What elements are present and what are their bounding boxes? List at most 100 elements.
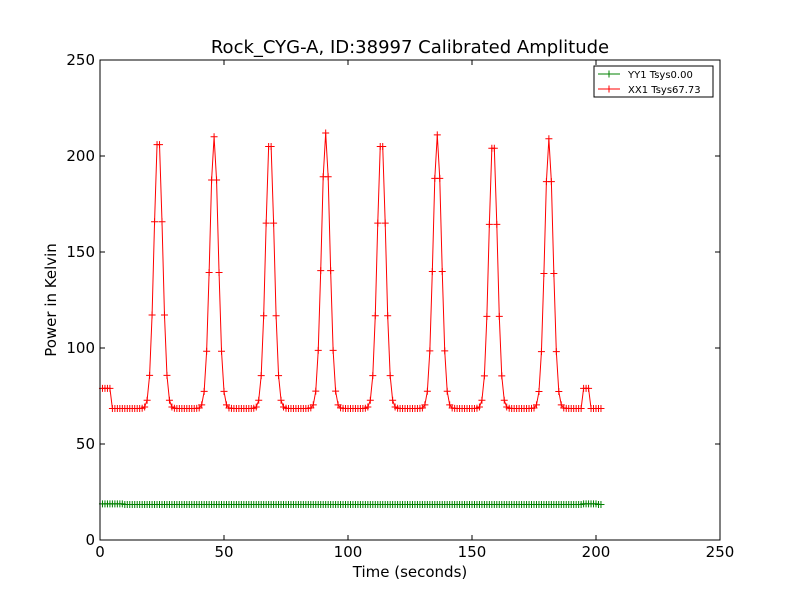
data-point	[252, 403, 260, 411]
data-point	[322, 129, 330, 137]
legend-marker	[605, 70, 613, 78]
x-tick-label: 100	[334, 543, 363, 561]
data-point	[597, 500, 605, 508]
data-point	[275, 372, 283, 380]
series-1	[98, 500, 605, 508]
data-point	[381, 219, 389, 227]
data-point	[585, 384, 593, 392]
data-point	[213, 176, 221, 184]
data-point	[547, 178, 555, 186]
data-point	[210, 133, 218, 141]
y-tick-label: 0	[85, 531, 95, 549]
data-point	[215, 268, 223, 276]
x-tick-label: 200	[582, 543, 611, 561]
y-tick-label: 100	[66, 339, 95, 357]
x-tick-label: 250	[706, 543, 735, 561]
y-tick-label: 50	[76, 435, 95, 453]
legend: YY1 Tsys0.00 XX1 Tsys67.73	[593, 65, 714, 98]
data-point	[141, 403, 149, 411]
data-point	[314, 346, 322, 354]
x-tick-label: 150	[458, 543, 487, 561]
legend-label: XX1 Tsys67.73	[628, 85, 701, 96]
data-point	[143, 396, 151, 404]
data-point	[537, 348, 545, 356]
series-line	[102, 132, 601, 409]
data-point	[428, 268, 436, 276]
data-point	[389, 396, 397, 404]
data-point	[438, 268, 446, 276]
data-point	[309, 401, 317, 409]
legend-label: YY1 Tsys0.00	[627, 70, 693, 81]
data-layer	[98, 129, 605, 508]
data-point	[364, 403, 372, 411]
data-point	[163, 371, 171, 379]
data-point	[324, 173, 332, 181]
data-point	[257, 372, 265, 380]
data-point	[156, 141, 164, 149]
data-point	[374, 219, 382, 227]
data-point	[423, 387, 431, 395]
axis-ticks: 0 50 100 150 200 250 0 50 100 150 200 250	[66, 51, 734, 561]
data-point	[371, 312, 379, 320]
data-point	[198, 401, 206, 409]
data-point	[500, 396, 508, 404]
data-point	[426, 347, 434, 355]
data-point	[200, 387, 208, 395]
data-point	[480, 372, 488, 380]
data-point	[329, 346, 337, 354]
data-point	[205, 268, 213, 276]
data-point	[262, 219, 270, 227]
data-point	[495, 312, 503, 320]
data-point	[493, 220, 501, 228]
data-point	[597, 404, 605, 412]
data-point	[384, 312, 392, 320]
data-point	[255, 396, 263, 404]
data-point	[421, 401, 429, 409]
data-point	[490, 144, 498, 152]
data-point	[146, 371, 154, 379]
legend-box	[593, 65, 714, 98]
data-point	[165, 396, 173, 404]
data-point	[106, 384, 114, 392]
data-point	[267, 142, 275, 150]
y-axis-label: Power in Kelvin	[42, 243, 60, 357]
data-point	[369, 372, 377, 380]
data-point	[436, 174, 444, 182]
x-tick-label: 0	[95, 543, 105, 561]
data-point	[158, 218, 166, 226]
data-point	[475, 403, 483, 411]
data-point	[160, 311, 168, 319]
chart-title: Rock_CYG-A, ID:38997 Calibrated Amplitud…	[211, 37, 609, 58]
data-point	[272, 312, 280, 320]
series-2	[98, 129, 605, 412]
plot-frame	[99, 59, 721, 541]
data-point	[483, 312, 491, 320]
data-point	[270, 219, 278, 227]
data-point	[218, 347, 226, 355]
data-point	[312, 387, 320, 395]
data-point	[545, 135, 553, 143]
data-point	[379, 142, 387, 150]
y-tick-label: 250	[66, 51, 95, 69]
data-point	[317, 267, 325, 275]
data-point	[498, 372, 506, 380]
data-point	[366, 396, 374, 404]
data-point	[332, 387, 340, 395]
data-point	[443, 387, 451, 395]
data-point	[540, 269, 548, 277]
data-point	[535, 388, 543, 396]
data-point	[386, 372, 394, 380]
data-point	[555, 388, 563, 396]
x-tick-label: 50	[214, 543, 233, 561]
data-point	[532, 401, 540, 409]
data-point	[441, 347, 449, 355]
data-point	[260, 312, 268, 320]
data-point	[277, 396, 285, 404]
data-point	[478, 396, 486, 404]
data-point	[485, 220, 493, 228]
data-point	[577, 404, 585, 412]
data-point	[433, 131, 441, 139]
y-tick-label: 200	[66, 147, 95, 165]
data-point	[203, 347, 211, 355]
